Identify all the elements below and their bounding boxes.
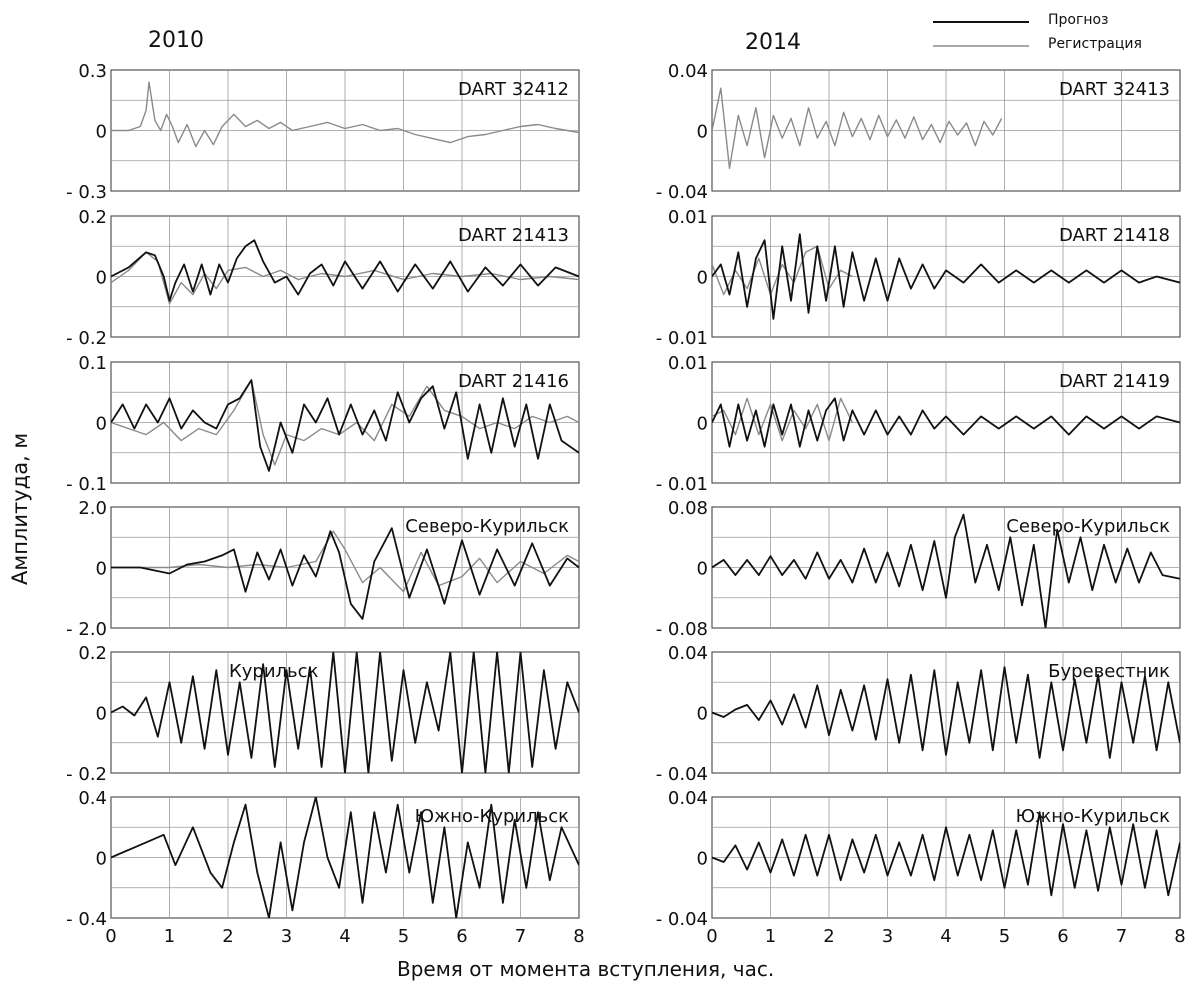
x-tick-label: 4	[940, 926, 951, 947]
panel-0-1: 0.2 0 - 0.2 DART 21413	[66, 207, 580, 349]
y-tick-label: 0	[96, 559, 107, 580]
series-line-forecast	[712, 397, 1180, 448]
legend-record-label: Регистрация	[1048, 36, 1142, 52]
x-tick-label: 5	[398, 926, 409, 947]
x-axis-label: Время от момента вступления, час.	[397, 957, 775, 981]
series-line-record	[712, 397, 854, 442]
series-line-forecast	[712, 233, 1180, 320]
panel-0-3: 2.0 0 - 2.0 Северо-Курильск	[66, 498, 580, 640]
y-tick-label: 0	[697, 122, 708, 143]
panel-0-2: 0.1 0 - 0.1 DART 21416	[66, 353, 580, 495]
y-tick-label: 0.04	[668, 788, 708, 809]
series-line-forecast	[712, 811, 1180, 897]
y-tick-label: 0	[96, 704, 107, 725]
panel-station-label: Курильск	[229, 661, 319, 682]
y-tick-label: - 0.04	[656, 764, 708, 785]
panel-0-0: 0.3 0 - 0.3 DART 32412	[66, 61, 580, 203]
x-tick-label: 2	[222, 926, 233, 947]
panel-1-2: 0.01 0 - 0.01 DART 21419	[656, 353, 1181, 495]
x-tick-label: 7	[515, 926, 526, 947]
series-line-record	[111, 251, 579, 305]
x-tick-label: 4	[339, 926, 350, 947]
legend-swatches	[933, 21, 1029, 47]
y-tick-label: - 0.3	[66, 182, 107, 203]
y-tick-label: - 0.04	[656, 909, 708, 930]
y-tick-label: - 0.1	[66, 474, 107, 495]
column-title-2010: 2010	[148, 28, 204, 53]
x-tick-label: 7	[1116, 926, 1127, 947]
y-tick-label: 0	[697, 268, 708, 289]
y-tick-label: 0	[697, 414, 708, 435]
panel-station-label: DART 21419	[1059, 371, 1170, 392]
y-tick-label: - 0.2	[66, 764, 107, 785]
y-tick-label: 0	[96, 849, 107, 870]
y-tick-label: 0.08	[668, 498, 708, 519]
y-tick-label: - 0.4	[66, 909, 107, 930]
panel-1-4: 0.04 0 - 0.04 Буревестник	[656, 643, 1181, 785]
panel-1-0: 0.04 0 - 0.04 DART 32413	[656, 61, 1181, 203]
x-tick-label: 1	[164, 926, 175, 947]
x-tick-label: 2	[823, 926, 834, 947]
series-line-forecast	[712, 666, 1180, 759]
y-tick-label: 0	[697, 559, 708, 580]
legend-forecast-label: Прогноз	[1048, 12, 1109, 28]
series-line-forecast	[111, 239, 579, 302]
x-tick-label: 8	[573, 926, 584, 947]
panel-0-4: 0.2 0 - 0.2 Курильск	[66, 643, 580, 785]
x-tick-label: 3	[281, 926, 292, 947]
panel-station-label: Южно-Курильск	[1016, 806, 1170, 827]
y-tick-label: 0.1	[78, 353, 107, 374]
y-tick-label: 0.4	[78, 788, 107, 809]
y-tick-label: 0	[96, 414, 107, 435]
y-tick-label: 0.01	[668, 207, 708, 228]
y-tick-label: - 0.01	[656, 328, 708, 349]
y-tick-label: - 2.0	[66, 619, 107, 640]
series-line-forecast	[712, 513, 1180, 628]
panel-station-label: DART 21418	[1059, 225, 1170, 246]
y-tick-label: 0	[96, 122, 107, 143]
y-tick-label: 0.04	[668, 643, 708, 664]
column-title-2014: 2014	[745, 30, 801, 55]
y-tick-label: - 0.04	[656, 182, 708, 203]
series-line-forecast	[111, 379, 579, 472]
x-tick-label: 3	[882, 926, 893, 947]
x-tick-label: 0	[706, 926, 717, 947]
y-tick-label: 0.3	[78, 61, 107, 82]
series-line-record	[712, 87, 1003, 170]
panel-station-label: DART 21416	[458, 371, 569, 392]
y-tick-label: - 0.2	[66, 328, 107, 349]
panel-station-label: Буревестник	[1048, 661, 1170, 682]
series-line-forecast	[111, 527, 579, 620]
panel-1-3: 0.08 0 - 0.08 Северо-Курильск	[656, 498, 1181, 640]
series-line-forecast	[111, 797, 579, 918]
series-line-forecast	[111, 652, 579, 773]
panel-station-label: Северо-Курильск	[1006, 516, 1170, 537]
y-tick-label: 0	[697, 849, 708, 870]
x-tick-label: 5	[999, 926, 1010, 947]
panel-station-label: Северо-Курильск	[405, 516, 569, 537]
x-tick-label: 1	[765, 926, 776, 947]
series-line-record	[111, 81, 579, 148]
y-tick-label: - 0.01	[656, 474, 708, 495]
panel-station-label: DART 21413	[458, 225, 569, 246]
y-tick-label: 0.01	[668, 353, 708, 374]
panel-1-1: 0.01 0 - 0.01 DART 21418	[656, 207, 1181, 349]
y-tick-label: 0.2	[78, 207, 107, 228]
y-tick-label: 0.04	[668, 61, 708, 82]
y-tick-label: 0.2	[78, 643, 107, 664]
panel-station-label: DART 32412	[458, 79, 569, 100]
x-tick-label: 0	[105, 926, 116, 947]
x-tick-label: 6	[1057, 926, 1068, 947]
x-tick-label: 8	[1174, 926, 1185, 947]
x-tick-label: 6	[456, 926, 467, 947]
y-tick-label: 0	[697, 704, 708, 725]
panel-station-label: DART 32413	[1059, 79, 1170, 100]
y-tick-label: 2.0	[78, 498, 107, 519]
y-tick-label: 0	[96, 268, 107, 289]
y-tick-label: - 0.08	[656, 619, 708, 640]
panel-station-label: Южно-Курильск	[415, 806, 569, 827]
